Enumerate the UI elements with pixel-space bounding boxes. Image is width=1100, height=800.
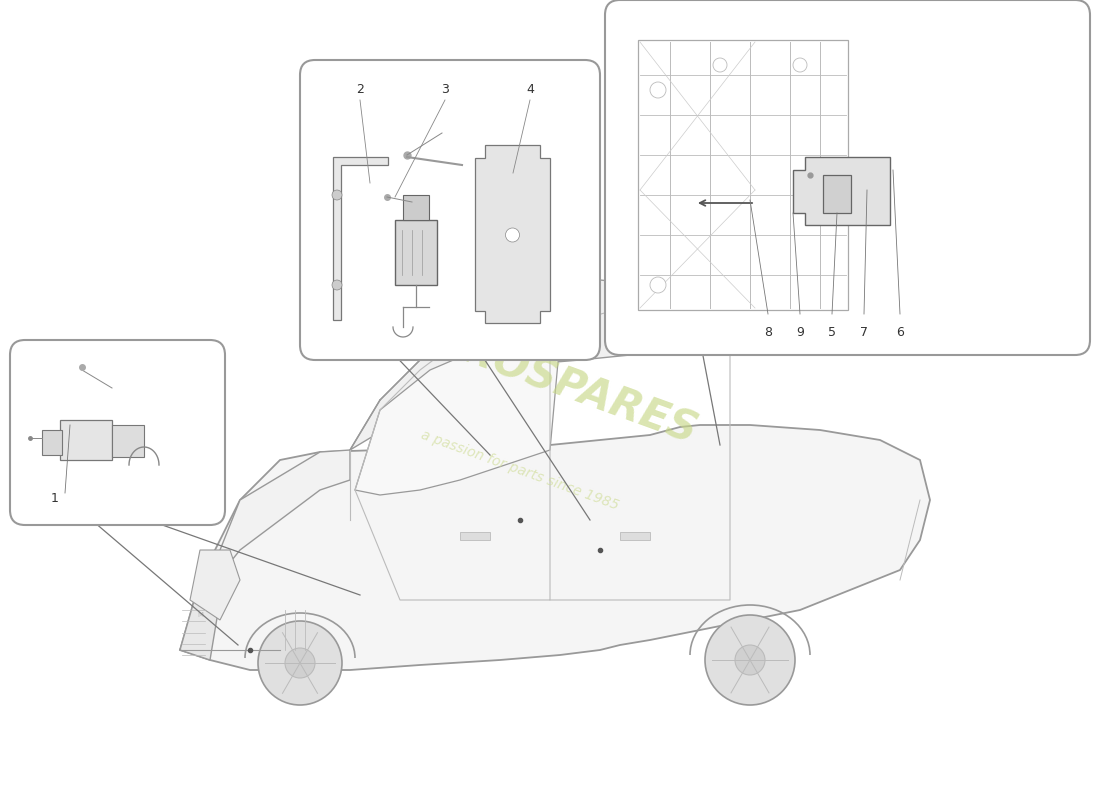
Circle shape	[650, 82, 666, 98]
Circle shape	[285, 648, 315, 678]
FancyBboxPatch shape	[10, 340, 225, 525]
Bar	[460, 532, 490, 540]
Circle shape	[258, 621, 342, 705]
Text: 7: 7	[860, 326, 868, 338]
Circle shape	[650, 277, 666, 293]
Text: M: M	[197, 612, 204, 618]
Text: 6: 6	[896, 326, 904, 338]
FancyBboxPatch shape	[300, 60, 600, 360]
Text: 3: 3	[441, 83, 449, 96]
Bar	[403, 195, 429, 220]
Polygon shape	[355, 340, 560, 495]
FancyBboxPatch shape	[605, 0, 1090, 355]
Bar	[395, 220, 437, 285]
Polygon shape	[190, 550, 240, 620]
Text: a passion for parts since 1985: a passion for parts since 1985	[419, 427, 620, 513]
Text: 9: 9	[796, 326, 804, 338]
Bar	[60, 420, 112, 460]
Polygon shape	[630, 300, 750, 340]
Circle shape	[332, 280, 342, 290]
Text: 8: 8	[764, 326, 772, 338]
Polygon shape	[180, 425, 929, 670]
Circle shape	[705, 615, 795, 705]
Bar	[823, 175, 851, 213]
Circle shape	[713, 58, 727, 72]
Circle shape	[735, 645, 764, 675]
Bar	[620, 532, 650, 540]
Polygon shape	[350, 280, 750, 450]
Polygon shape	[180, 580, 220, 660]
Text: EUROSPARES: EUROSPARES	[398, 307, 702, 453]
Polygon shape	[793, 157, 890, 225]
Text: 1: 1	[51, 491, 59, 505]
Bar	[42, 430, 62, 455]
Circle shape	[793, 58, 807, 72]
Polygon shape	[333, 157, 388, 320]
Polygon shape	[475, 145, 550, 323]
Text: 5: 5	[828, 326, 836, 338]
Bar	[638, 40, 848, 310]
Bar	[112, 425, 144, 457]
Polygon shape	[180, 450, 350, 650]
Text: 4: 4	[526, 83, 534, 96]
Circle shape	[332, 190, 342, 200]
Text: 2: 2	[356, 83, 364, 96]
Circle shape	[506, 228, 519, 242]
